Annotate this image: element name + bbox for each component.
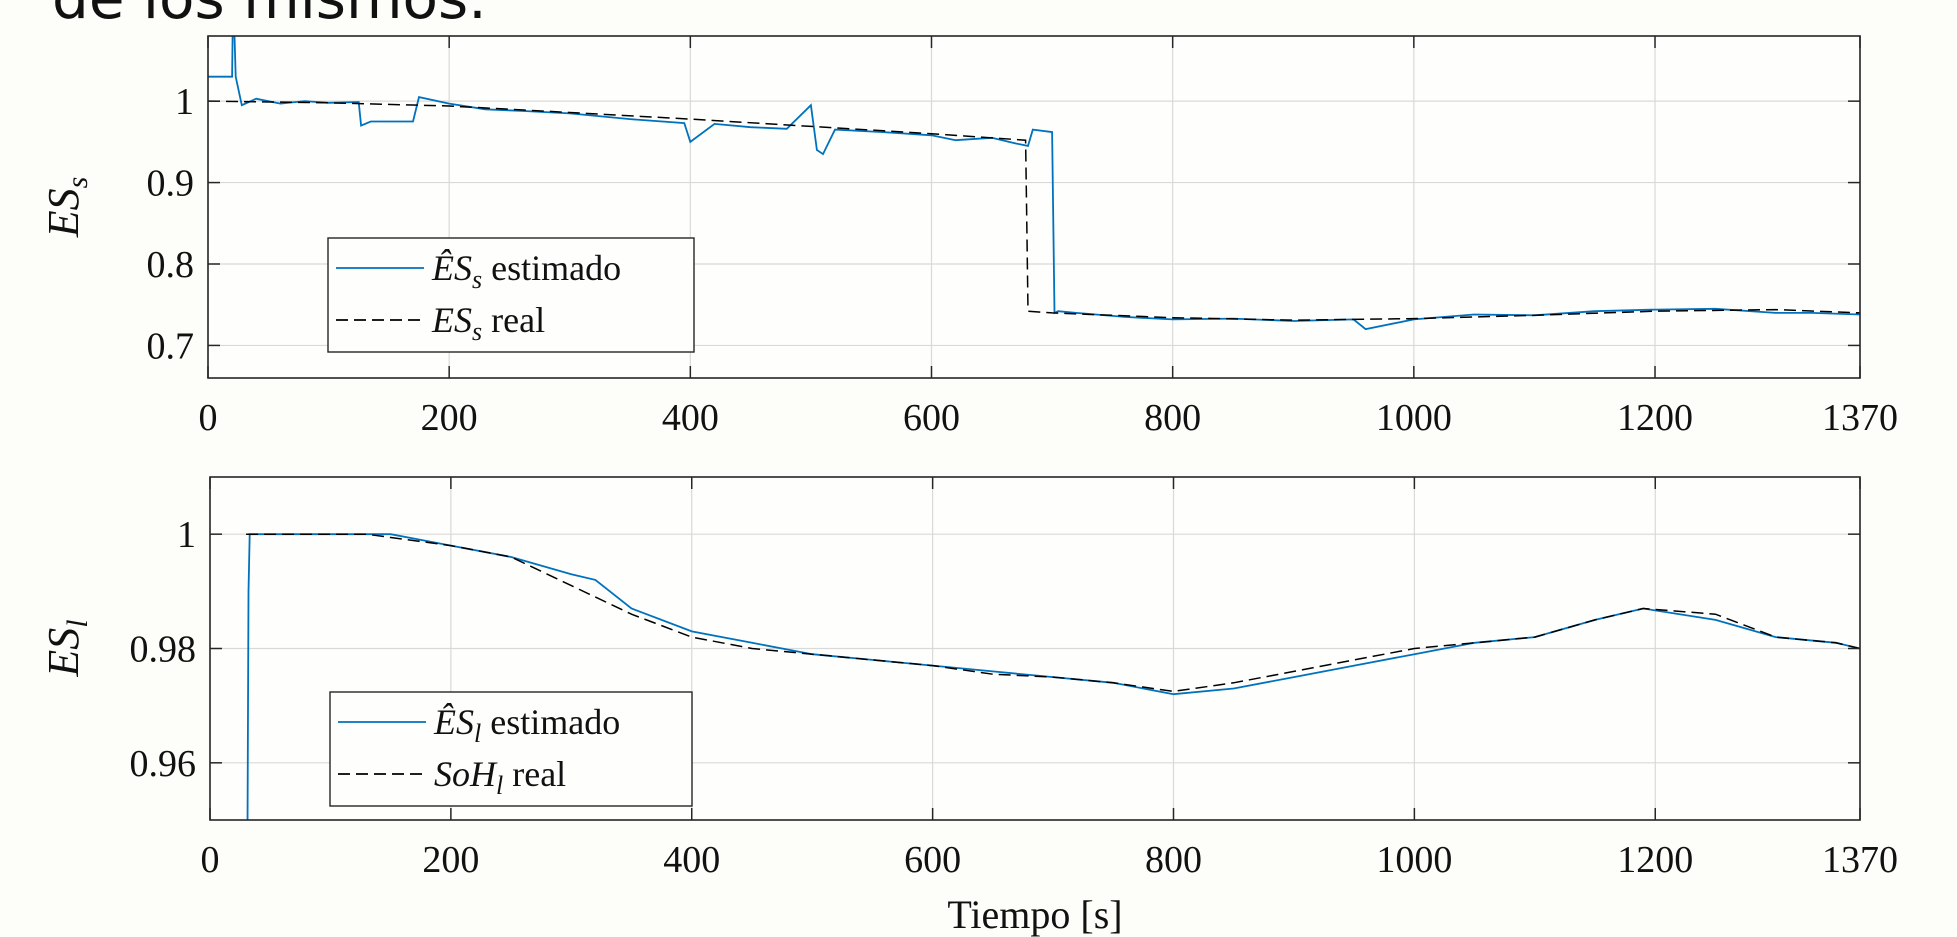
legend-box xyxy=(329,691,693,807)
series-estimate-line xyxy=(208,36,1860,331)
legend-estimate-label: ÊSs estimado xyxy=(431,248,621,294)
x-tick-label: 0 xyxy=(199,397,218,439)
y-tick-label: 1 xyxy=(177,514,196,556)
y-tick-label: 0.98 xyxy=(130,629,197,671)
x-tick-label: 1370 xyxy=(1822,397,1898,439)
y-tick-label: 0.8 xyxy=(147,244,195,286)
x-tick-label: 800 xyxy=(1145,839,1202,881)
x-tick-label: 600 xyxy=(904,839,961,881)
series-real-line xyxy=(208,100,1860,321)
y-axis-title: ESl xyxy=(39,619,94,677)
x-tick-label: 400 xyxy=(662,397,719,439)
x-tick-label: 400 xyxy=(663,839,720,881)
x-tick-label: 1370 xyxy=(1822,839,1898,881)
slide-heading-fragment: de los mismos. xyxy=(52,0,487,32)
top-chart-es-s: 0 200 400 600 800 1000 1200 1370 0.7 0.8 0.9 1 ESs ÊS… xyxy=(39,35,1898,439)
x-tick-label: 1200 xyxy=(1617,839,1693,881)
x-tick-label: 600 xyxy=(903,397,960,439)
y-tick-label: 0.96 xyxy=(130,743,197,785)
y-tick-label: 0.9 xyxy=(147,163,195,205)
x-tick-label: 800 xyxy=(1144,397,1201,439)
plot-frame xyxy=(207,35,1861,379)
x-tick-label: 0 xyxy=(201,839,220,881)
x-tick-label: 1000 xyxy=(1376,397,1452,439)
bottom-chart-es-l: 0 200 400 600 800 1000 1200 1370 0.96 0.98 1 ESl ÊSl… xyxy=(39,476,1898,881)
y-tick-label: 1 xyxy=(175,81,194,123)
x-tick-label: 200 xyxy=(421,397,478,439)
legend-estimate-label: ÊSl estimado xyxy=(433,702,620,748)
legend: ÊSl estimado SoHl real xyxy=(329,691,693,807)
y-axis-title: ESs xyxy=(39,177,94,239)
y-tick-label: 0.7 xyxy=(147,325,195,367)
x-tick-label: 1000 xyxy=(1376,839,1452,881)
legend-real-label: ESs real xyxy=(431,300,545,346)
x-tick-label: 200 xyxy=(422,839,479,881)
legend: ÊSs estimado ESs real xyxy=(327,237,695,353)
legend-real-label: SoHl real xyxy=(434,754,566,800)
legend-box xyxy=(327,237,695,353)
x-tick-label: 1200 xyxy=(1617,397,1693,439)
x-axis-title: Tiempo [s] xyxy=(947,892,1122,937)
